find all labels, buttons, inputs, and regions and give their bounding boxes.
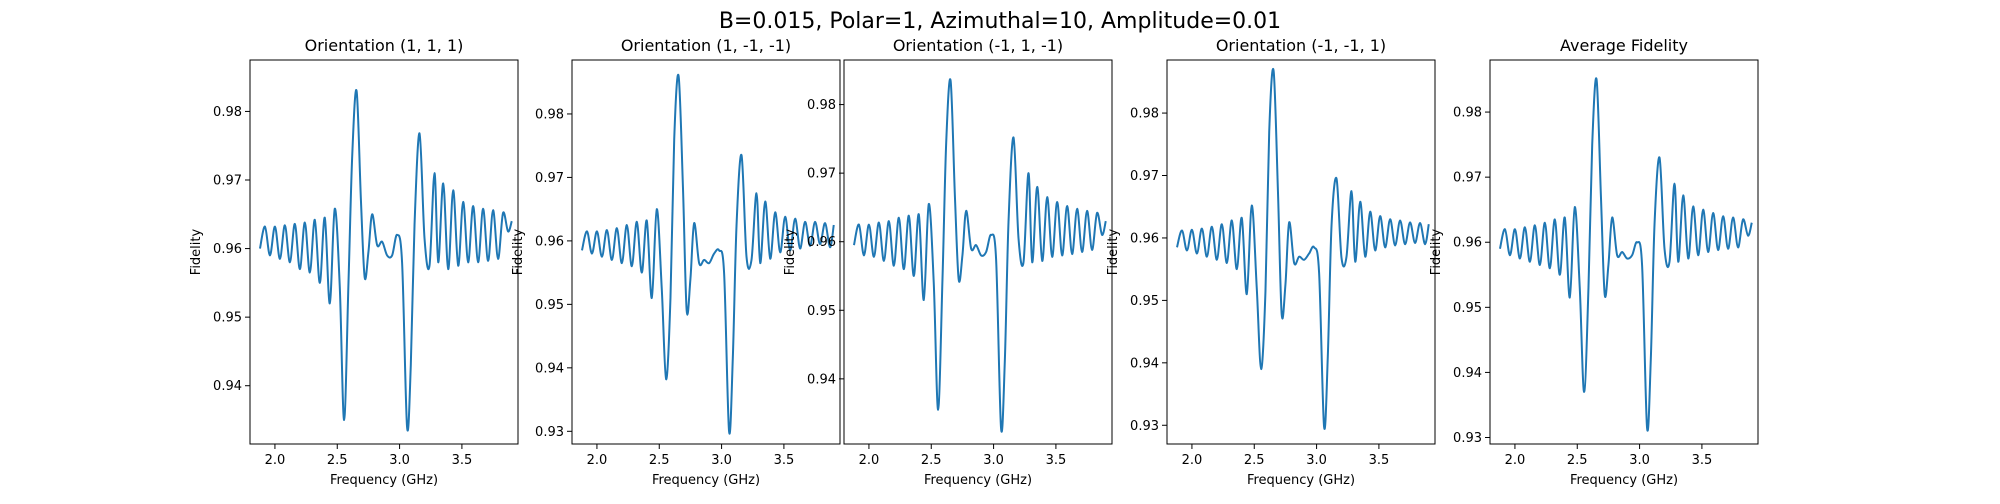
y-tick-label: 0.94 xyxy=(535,361,564,376)
y-tick-label: 0.95 xyxy=(1453,301,1482,316)
y-tick-label: 0.98 xyxy=(1453,106,1482,121)
fidelity-series-line xyxy=(852,78,1107,433)
y-tick-label: 0.96 xyxy=(807,235,836,250)
y-tick-label: 0.94 xyxy=(807,372,836,387)
y-tick-label: 0.98 xyxy=(213,105,242,120)
y-tick-label: 0.98 xyxy=(1130,107,1159,122)
x-axis-label: Frequency (GHz) xyxy=(1247,473,1355,488)
y-tick-label: 0.93 xyxy=(1130,419,1159,434)
y-tick-label: 0.95 xyxy=(535,298,564,313)
y-axis-label: Fidelity xyxy=(189,228,204,275)
y-tick-label: 0.94 xyxy=(213,379,242,394)
y-tick-label: 0.98 xyxy=(535,107,564,122)
x-tick-label: 2.0 xyxy=(265,453,286,468)
subplot-4: Orientation (-1, -1, 1) 2.0 2.5 3.0 3.5 0.93 0… xyxy=(1106,36,1436,488)
x-tick-label: 2.5 xyxy=(649,453,670,468)
y-tick-label: 0.93 xyxy=(535,425,564,440)
y-tick-label: 0.95 xyxy=(1130,294,1159,309)
x-tick-label: 3.0 xyxy=(711,453,732,468)
x-tick-label: 3.5 xyxy=(1369,453,1390,468)
x-axis-label: Frequency (GHz) xyxy=(924,473,1032,488)
x-tick-label: 3.0 xyxy=(1306,453,1327,468)
x-tick-label: 3.0 xyxy=(1629,453,1650,468)
y-tick-label: 0.97 xyxy=(1453,171,1482,186)
x-tick-label: 2.5 xyxy=(1244,453,1265,468)
subplot-title: Average Fidelity xyxy=(1560,36,1688,55)
y-axis-label: Fidelity xyxy=(1106,228,1121,275)
x-tick-label: 2.0 xyxy=(859,453,880,468)
y-tick-label: 0.94 xyxy=(1453,366,1482,381)
x-tick-label: 3.0 xyxy=(389,453,410,468)
y-tick-label: 0.97 xyxy=(807,167,836,182)
subplot-1: Orientation (1, 1, 1) 2.0 2.5 3.0 3.5 0.94 0.9… xyxy=(189,36,519,488)
x-axis-label: Frequency (GHz) xyxy=(1570,473,1678,488)
subplot-3: Orientation (-1, 1, -1) 2.0 2.5 3.0 3.5 0.94 0… xyxy=(783,36,1113,488)
axes-frame xyxy=(1489,59,1759,445)
x-tick-label: 3.0 xyxy=(983,453,1004,468)
y-tick-label: 0.97 xyxy=(213,174,242,189)
axes-frame xyxy=(249,59,519,445)
y-tick-label: 0.96 xyxy=(213,242,242,257)
y-axis-label: Fidelity xyxy=(511,228,526,275)
x-tick-label: 3.5 xyxy=(1046,453,1067,468)
y-tick-label: 0.98 xyxy=(807,98,836,113)
x-tick-label: 3.5 xyxy=(452,453,473,468)
fidelity-series-line xyxy=(258,89,513,432)
x-tick-label: 3.5 xyxy=(774,453,795,468)
y-axis-label: Fidelity xyxy=(783,228,798,275)
axes-frame xyxy=(571,59,841,445)
subplot-title: Orientation (-1, 1, -1) xyxy=(893,36,1063,55)
y-tick-label: 0.93 xyxy=(1453,431,1482,446)
x-tick-label: 2.0 xyxy=(1182,453,1203,468)
subplot-5: Average Fidelity 2.0 2.5 3.0 3.5 0.93 0.94 0.95… xyxy=(1429,36,1759,488)
subplot-2: Orientation (1, -1, -1) 2.0 2.5 3.0 3.5 0.93 0… xyxy=(511,36,841,488)
x-tick-label: 2.0 xyxy=(587,453,608,468)
y-tick-label: 0.94 xyxy=(1130,356,1159,371)
y-tick-label: 0.95 xyxy=(213,311,242,326)
x-tick-label: 2.0 xyxy=(1505,453,1526,468)
fidelity-series-line xyxy=(1498,77,1753,432)
subplot-title: Orientation (1, -1, -1) xyxy=(621,36,791,55)
subplot-title: Orientation (-1, -1, 1) xyxy=(1216,36,1386,55)
x-tick-label: 2.5 xyxy=(1567,453,1588,468)
fidelity-series-line xyxy=(1176,67,1430,430)
y-axis-label: Fidelity xyxy=(1429,228,1444,275)
figure-suptitle: B=0.015, Polar=1, Azimuthal=10, Amplitud… xyxy=(719,9,1281,34)
x-axis-label: Frequency (GHz) xyxy=(330,473,438,488)
y-tick-label: 0.96 xyxy=(1130,231,1159,246)
y-tick-label: 0.96 xyxy=(1453,236,1482,251)
y-tick-label: 0.97 xyxy=(535,171,564,186)
y-tick-label: 0.97 xyxy=(1130,169,1159,184)
x-axis-label: Frequency (GHz) xyxy=(652,473,760,488)
axes-frame xyxy=(843,59,1113,445)
y-tick-label: 0.96 xyxy=(535,234,564,249)
x-tick-label: 2.5 xyxy=(921,453,942,468)
y-tick-label: 0.95 xyxy=(807,304,836,319)
x-tick-label: 3.5 xyxy=(1692,453,1713,468)
axes-frame xyxy=(1166,59,1436,445)
x-tick-label: 2.5 xyxy=(327,453,348,468)
subplot-title: Orientation (1, 1, 1) xyxy=(305,36,464,55)
fidelity-series-line xyxy=(580,73,835,435)
